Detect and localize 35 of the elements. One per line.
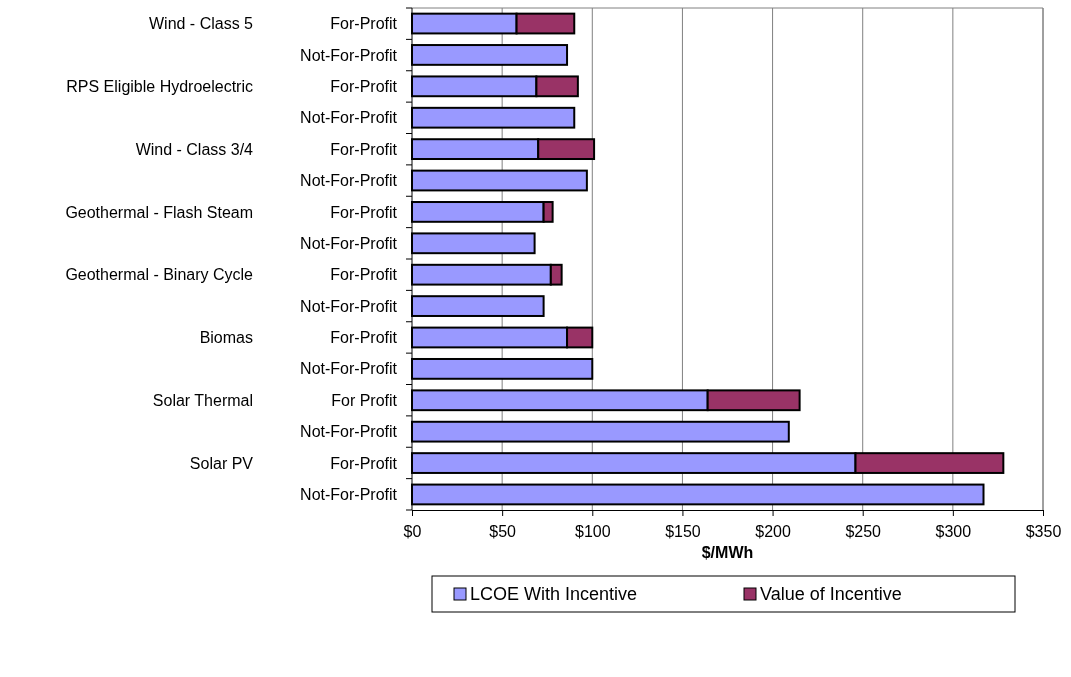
y-tick-label: Not-For-Profit [300, 360, 398, 378]
text: RPS Eligible Hydroelectric [66, 77, 253, 95]
y-tick-label: Not-For-Profit [300, 109, 398, 127]
legend-label: LCOE With Incentive [470, 584, 638, 605]
y-tick-label: For-Profit [330, 77, 398, 95]
x-axis-title: $/MWh [701, 544, 754, 561]
text: Geothermal - Flash Steam [65, 203, 253, 221]
y-tick-label: For-Profit [330, 329, 398, 347]
y-tick-label: For-Profit [330, 15, 398, 33]
text: Wind - Class 5 [148, 15, 254, 33]
y-tick-label: Not-For-Profit [300, 297, 398, 315]
text: Solar Thermal [152, 391, 253, 409]
x-tick-label: $300 [935, 522, 972, 540]
text: Biomas [199, 329, 253, 347]
y-tick-label: Not-For-Profit [300, 46, 398, 64]
y-tick-label: For Profit [331, 391, 398, 409]
y-tick-label: For-Profit [330, 203, 398, 221]
y-tick-label: For-Profit [330, 454, 398, 472]
text: Wind - Class 3/4 [135, 140, 254, 158]
y-tick-label: For-Profit [330, 266, 398, 284]
y-tick-label: Not-For-Profit [300, 423, 398, 441]
legend-label: Value of Incentive [760, 584, 902, 605]
y-tick-label: For-Profit [330, 140, 398, 158]
y-tick-label: Not-For-Profit [300, 234, 398, 252]
y-tick-label: Not-For-Profit [300, 486, 398, 504]
y-tick-label: Not-For-Profit [300, 172, 398, 190]
x-tick-label: $100 [574, 522, 611, 540]
x-tick-label: $0 [403, 522, 422, 540]
x-tick-label: $200 [755, 522, 791, 540]
text: Geothermal - Binary Cycle [65, 266, 254, 284]
text: Solar PV [189, 454, 254, 472]
x-tick-label: $50 [489, 522, 517, 540]
x-tick-label: $350 [1025, 522, 1062, 540]
x-tick-label: $250 [845, 522, 882, 540]
x-tick-label: $150 [665, 522, 701, 540]
